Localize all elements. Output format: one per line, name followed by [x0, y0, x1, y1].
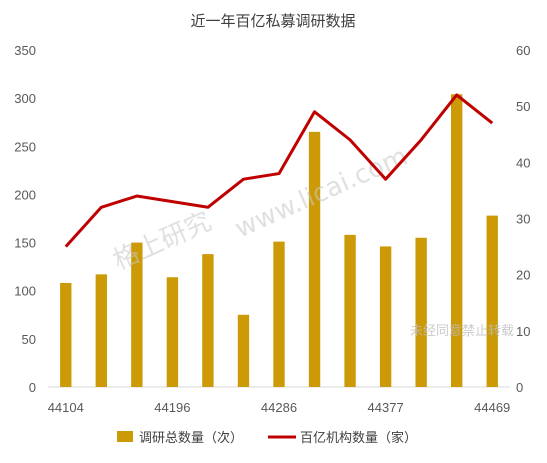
- bar: [60, 283, 72, 387]
- line-series: [64, 93, 494, 248]
- bar: [237, 314, 250, 387]
- bar: [308, 131, 321, 387]
- x-tick-label: 44104: [48, 400, 84, 415]
- watermark-notice: 未经同意禁止转载: [410, 323, 514, 339]
- y-right-tick-label: 0: [516, 380, 523, 395]
- y-right-tick-label: 60: [516, 43, 530, 58]
- bar: [415, 237, 427, 387]
- bar: [95, 274, 107, 387]
- y-left-tick-label: 100: [14, 284, 36, 299]
- y-right-tick-label: 40: [516, 155, 530, 170]
- bar: [379, 246, 392, 387]
- y-left-tick-label: 0: [29, 380, 36, 395]
- y-left-axis: 0 50 100 150 200 250 300 350: [14, 43, 36, 395]
- watermark-text: 格上研究: [109, 207, 216, 277]
- y-left-tick-label: 250: [14, 139, 36, 154]
- bar: [166, 277, 179, 387]
- y-left-tick-label: 350: [14, 43, 36, 58]
- bar: [202, 254, 214, 387]
- bar: [486, 215, 498, 387]
- x-axis: 44104 44196 44286 44377 44469: [48, 400, 511, 415]
- x-tick-label: 44286: [261, 400, 297, 415]
- legend: 调研总数量（次） 百亿机构数量（家）: [117, 430, 417, 446]
- x-tick-label: 44196: [154, 400, 190, 415]
- x-tick-label: 44469: [474, 400, 510, 415]
- legend-swatch-bar: [117, 431, 133, 442]
- y-right-tick-label: 50: [516, 99, 530, 114]
- watermark-url: www.licai.com: [231, 142, 413, 245]
- bar: [131, 242, 143, 387]
- chart-title: 近一年百亿私募调研数据: [190, 12, 355, 30]
- bar: [451, 94, 463, 387]
- bar: [273, 241, 285, 387]
- y-left-tick-label: 300: [14, 91, 36, 106]
- y-right-tick-label: 10: [516, 324, 530, 339]
- legend-label-line: 百亿机构数量（家）: [300, 430, 417, 446]
- y-right-axis: 0 10 20 30 40 50 60: [516, 43, 530, 395]
- y-left-tick-label: 50: [22, 332, 36, 347]
- y-right-tick-label: 30: [516, 212, 530, 227]
- x-tick-label: 44377: [368, 400, 404, 415]
- legend-label-bar: 调研总数量（次）: [139, 430, 243, 446]
- y-left-tick-label: 150: [14, 236, 36, 251]
- bar-series: [60, 94, 498, 387]
- y-right-tick-label: 20: [516, 268, 530, 283]
- bar: [344, 234, 356, 387]
- series-line: [64, 93, 494, 248]
- y-left-tick-label: 200: [14, 187, 36, 202]
